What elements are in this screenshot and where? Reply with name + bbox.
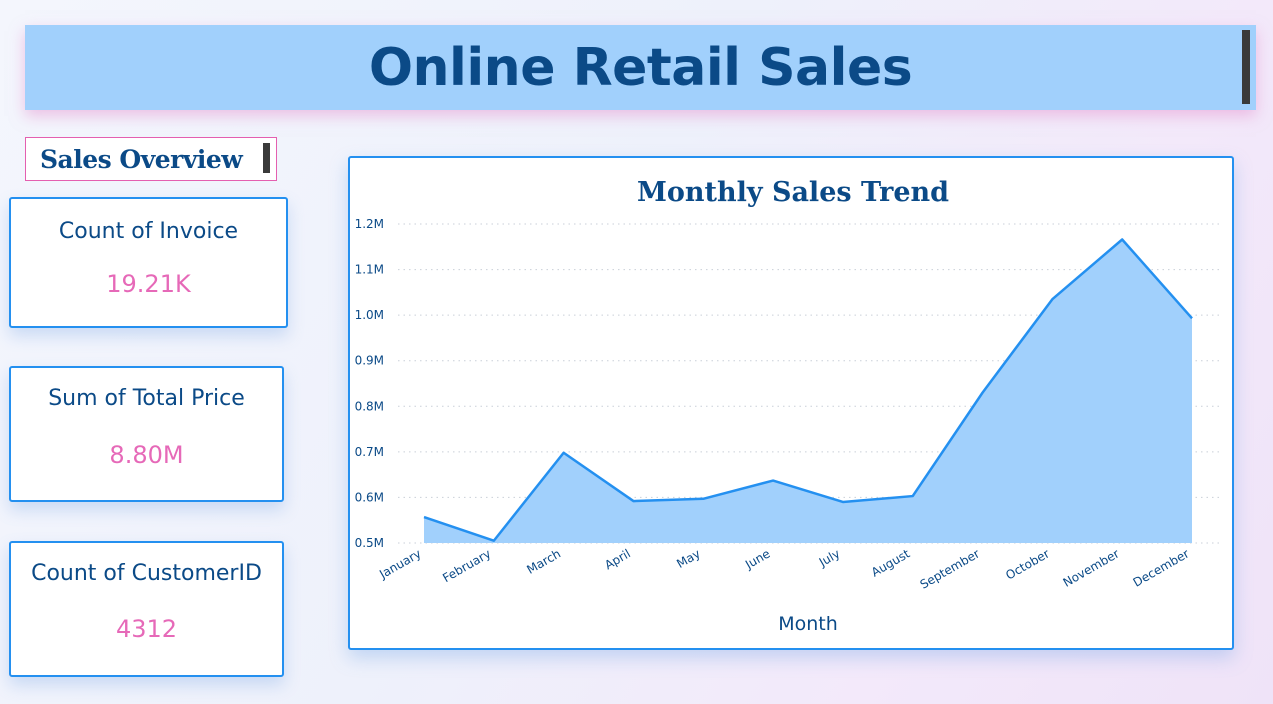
area-fill (424, 239, 1192, 543)
y-tick-label: 0.6M (355, 490, 384, 504)
text-cursor (263, 143, 270, 173)
kpi-card-total-price[interactable]: Sum of Total Price 8.80M (9, 366, 284, 502)
data-point[interactable] (558, 447, 570, 459)
x-tick-label: December (1131, 546, 1192, 589)
y-tick-label: 1.1M (355, 263, 384, 277)
x-tick-label: March (524, 546, 563, 576)
chart-svg: Monthly Sales Trend 0.5M 0.6M 0.7M 0.8M 0.9M… (355, 177, 1222, 635)
area-layer (418, 233, 1198, 547)
y-axis-labels: 0.5M 0.6M 0.7M 0.8M 0.9M 1.0M 1.1M 1.2M (355, 217, 384, 550)
data-point[interactable] (767, 475, 779, 487)
data-point[interactable] (977, 387, 989, 399)
kpi-title: Count of Invoice (58, 219, 239, 244)
y-tick-label: 0.9M (355, 354, 384, 368)
x-tick-label: November (1061, 546, 1122, 589)
data-point[interactable] (627, 495, 639, 507)
x-tick-label: September (918, 546, 982, 591)
x-tick-label: May (674, 546, 702, 571)
data-point[interactable] (1186, 312, 1198, 324)
x-axis-title: Month (778, 613, 838, 635)
section-label: Sales Overview (25, 137, 277, 181)
kpi-title: Count of CustomerID (31, 561, 262, 586)
kpi-title: Sum of Total Price (48, 386, 245, 411)
series-line (423, 238, 1193, 542)
data-point[interactable] (418, 511, 430, 523)
x-tick-label: January (376, 546, 423, 581)
kpi-value: 4312 (115, 615, 178, 643)
x-tick-label: July (816, 546, 843, 569)
data-point[interactable] (907, 490, 919, 502)
resize-handle[interactable] (1242, 30, 1250, 104)
x-tick-label: February (440, 546, 493, 585)
y-tick-label: 0.8M (355, 399, 384, 413)
data-point[interactable] (697, 493, 709, 505)
kpi-card-customer-count[interactable]: Count of CustomerID 4312 (9, 541, 284, 677)
kpi-card-invoice-count[interactable]: Count of Invoice 19.21K (9, 197, 288, 328)
x-tick-label: October (1003, 546, 1052, 582)
data-point[interactable] (1046, 293, 1058, 305)
x-tick-label: April (602, 546, 633, 572)
x-tick-label: June (742, 546, 773, 572)
page-title: Online Retail Sales (368, 37, 913, 98)
section-label-text: Sales Overview (40, 145, 243, 174)
monthly-sales-chart[interactable]: Monthly Sales Trend 0.5M 0.6M 0.7M 0.8M 0.9M… (348, 156, 1234, 650)
kpi-value: 19.21K (106, 270, 191, 298)
title-banner: Online Retail Sales (25, 25, 1256, 110)
data-point[interactable] (837, 496, 849, 508)
y-tick-label: 1.0M (355, 308, 384, 322)
y-tick-label: 0.5M (355, 536, 384, 550)
data-point[interactable] (488, 535, 500, 547)
x-axis-labels: January February March April May June July Augu… (376, 546, 1191, 591)
data-point[interactable] (1116, 233, 1128, 245)
chart-title: Monthly Sales Trend (637, 177, 949, 208)
x-tick-label: August (869, 546, 913, 579)
y-tick-label: 1.2M (355, 217, 384, 231)
kpi-value: 8.80M (109, 441, 184, 469)
y-tick-label: 0.7M (355, 445, 384, 459)
